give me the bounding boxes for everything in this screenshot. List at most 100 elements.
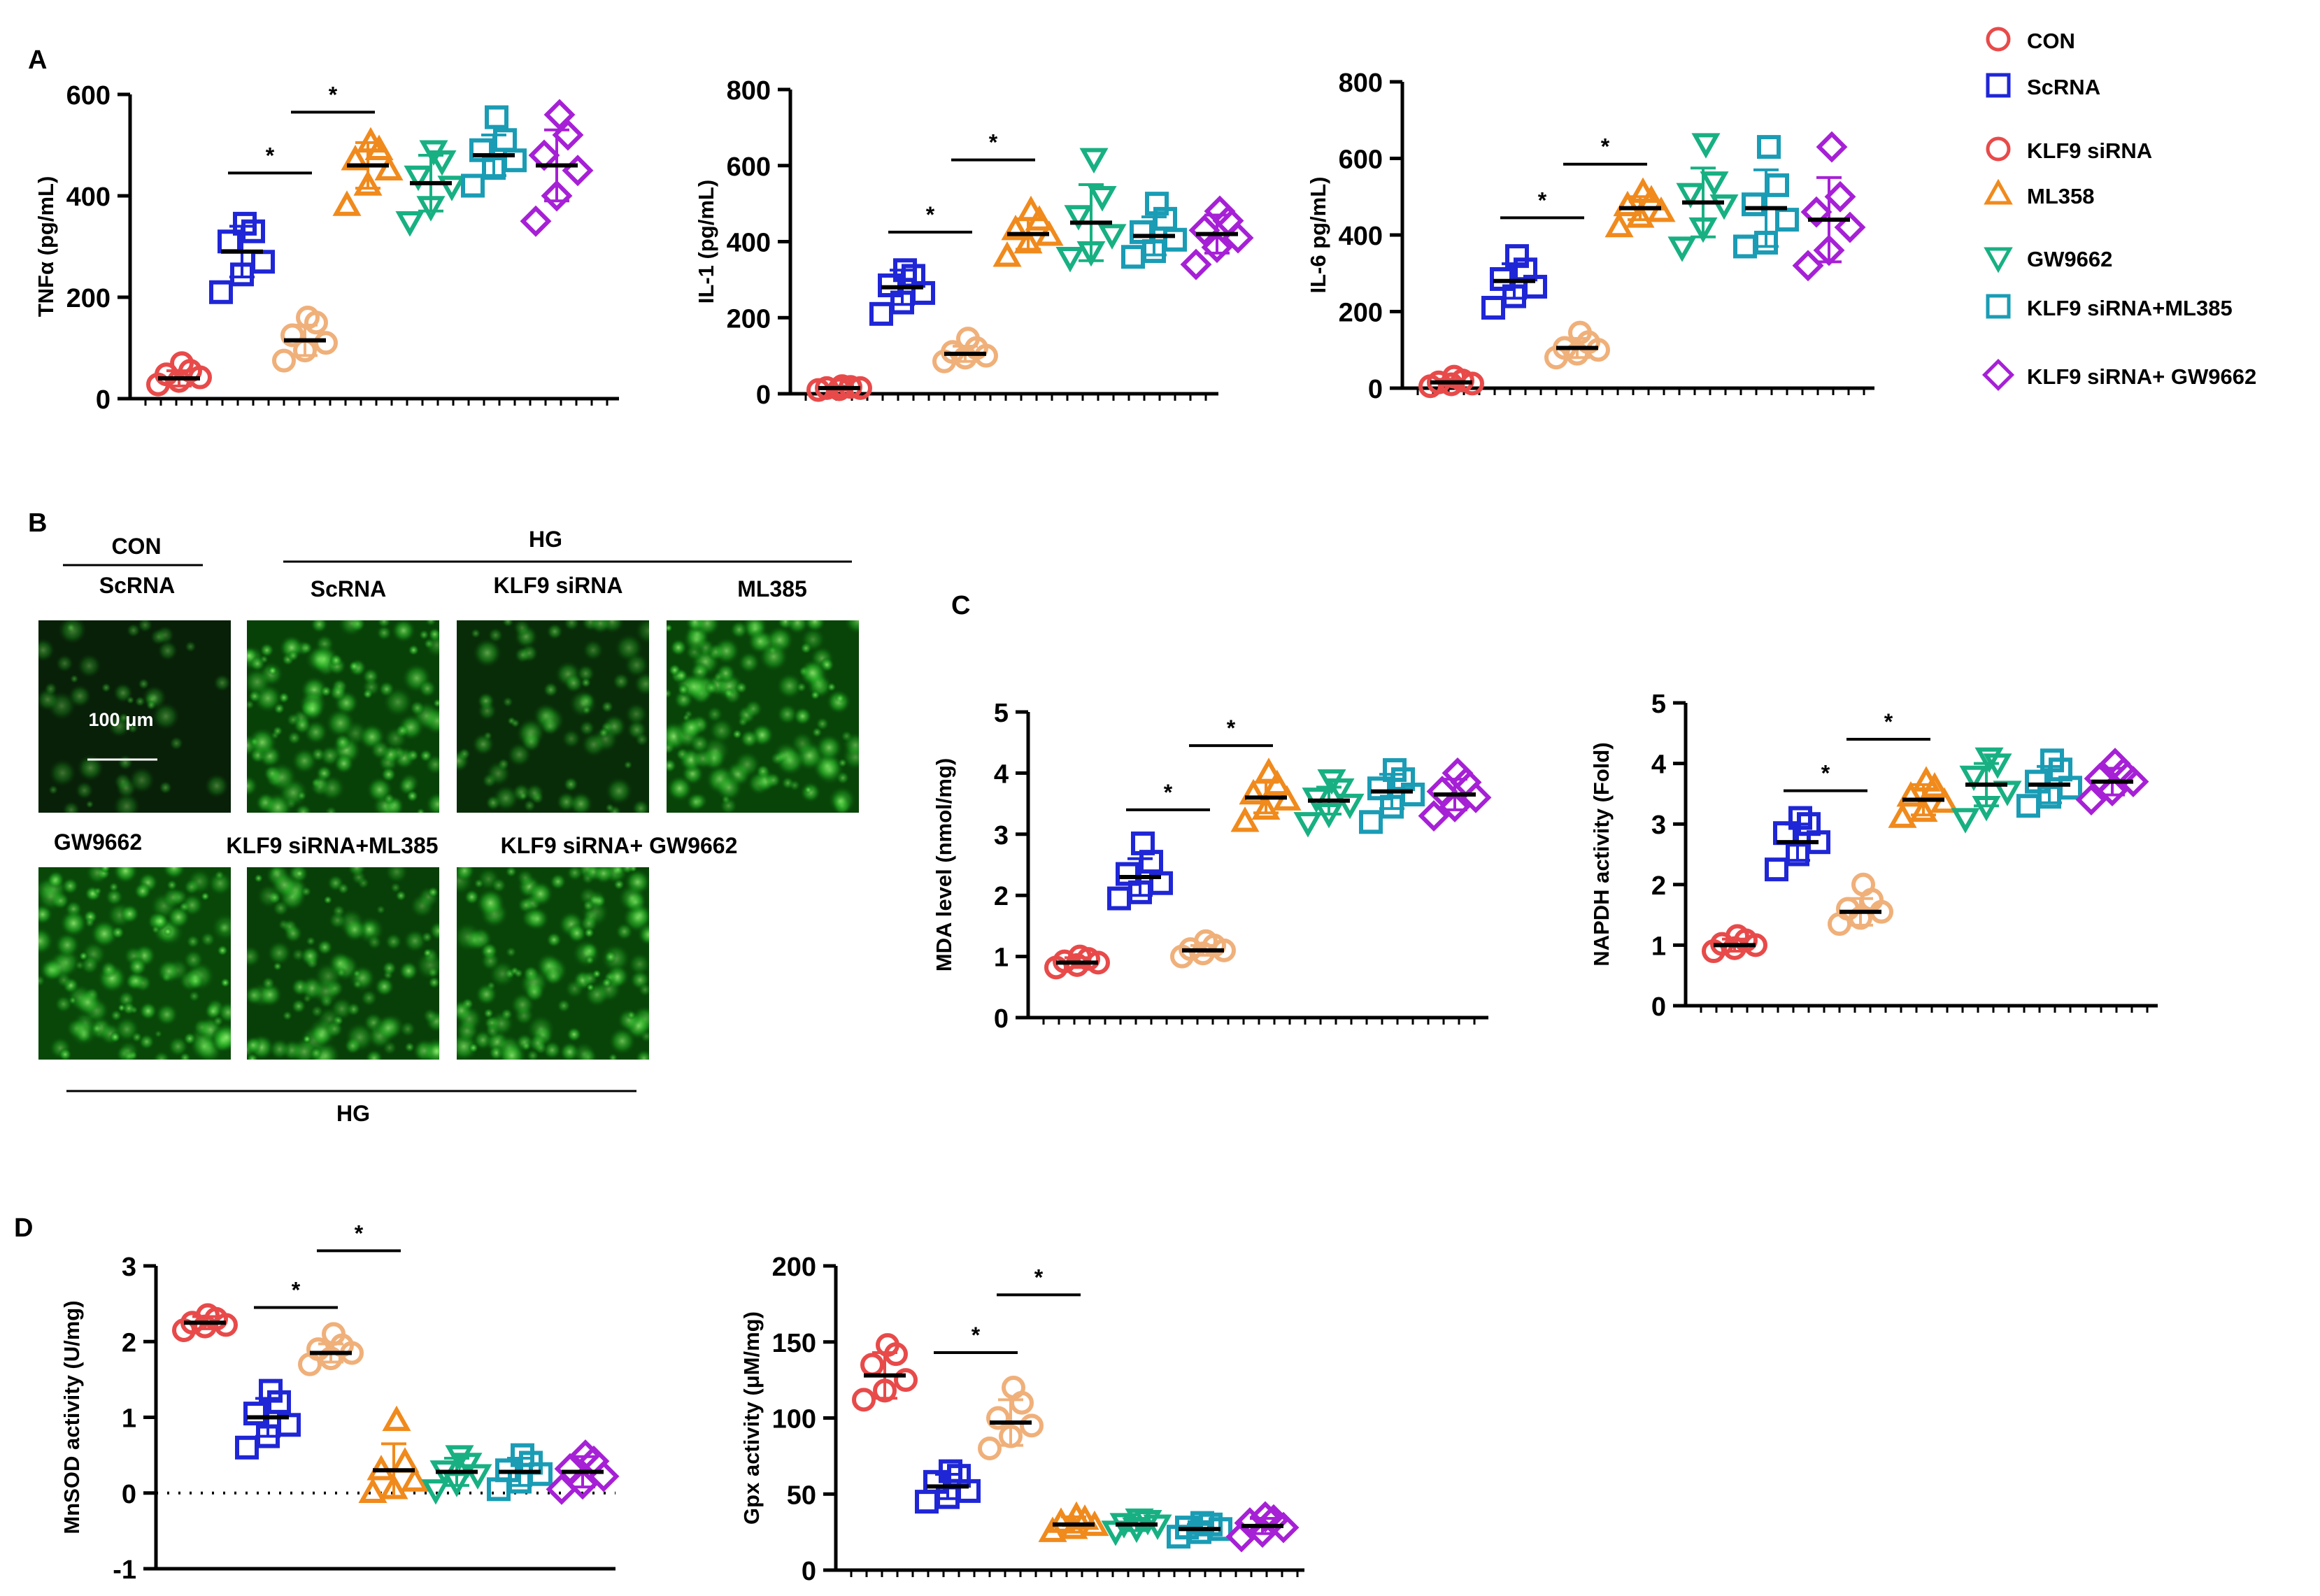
cell-blob [429,921,439,941]
data-point [1249,1501,1281,1533]
cell-blob [620,867,634,875]
cell-blob [185,934,201,949]
panel-label-a: A [28,45,47,75]
cell-blob [152,1050,171,1060]
cell-blob [815,716,830,731]
y-tick-label: 3 [122,1253,136,1282]
cell-blob [213,674,231,692]
cell-blob [157,640,178,662]
group-2 [272,306,338,373]
data-point [1742,192,1765,217]
cell-blob [502,696,514,708]
cell-blob [580,677,592,688]
cell-blob [834,693,846,704]
group-4 [1101,1508,1172,1546]
data-point [235,1435,259,1460]
data-point [1951,808,1980,834]
data-point [999,1424,1023,1448]
scale-bar-label: 100 μm [88,709,153,730]
data-point [230,262,254,287]
cell-blob [633,671,649,697]
cell-blob [48,758,77,788]
y-tick-label: 1 [122,1404,136,1434]
y-tick-label: -1 [113,1555,136,1585]
y-tick-label: 800 [727,76,771,106]
data-point [1251,794,1281,820]
y-tick-label: 200 [772,1253,816,1282]
cell-blob [122,1001,136,1016]
micrograph-canvas [38,867,231,1060]
data-point [1325,778,1355,804]
cell-blob [627,952,649,976]
cell-blob [360,989,378,1007]
cell-blob [325,708,356,739]
cell-blob [313,962,343,991]
sig-star: * [1884,709,1893,734]
cell-blob [112,792,141,813]
legend-marker [1986,136,2011,162]
data-point [1116,862,1139,886]
cell-blob [167,1035,189,1057]
cell-blob [585,889,608,911]
group-4 [1951,747,2022,834]
cell-blob [638,982,649,997]
cell-blob [471,732,495,756]
cell-blob [477,701,497,721]
cell-blob [427,886,439,898]
data-point [2084,762,2116,795]
cell-blob [292,715,312,735]
data-point [528,139,560,171]
sig-star: * [355,1220,364,1246]
data-point [1107,886,1131,911]
data-point [860,1353,884,1377]
data-point [322,1322,346,1346]
data-point [1709,194,1739,220]
cell-blob [110,1009,122,1022]
cell-blob [376,620,392,629]
cell-blob [741,620,769,639]
cell-blob [43,682,58,696]
cell-blob [604,950,618,964]
cell-blob [247,1036,262,1055]
micrograph-con-scrna: 100 μm [38,620,231,813]
cell-blob [844,620,859,635]
cell-blob [113,683,134,704]
panel-label-d: D [14,1213,33,1243]
micrograph-canvas [457,620,649,813]
header-con: CON [111,534,161,559]
cell-blob [543,967,563,986]
data-point [1314,803,1344,829]
cell-blob [113,1016,140,1043]
cell-blob [800,627,826,653]
y-tick-label: 3 [1651,811,1666,840]
cell-blob [154,1029,163,1039]
cell-blob [733,750,761,778]
data-point [1317,769,1346,795]
data-point [416,196,446,222]
cell-blob [134,696,146,707]
cell-blob [406,790,419,803]
cell-blob [158,781,173,795]
cell-blob [475,983,499,1006]
cell-blob [488,1011,515,1036]
cell-blob [93,886,103,896]
cell-blob [830,792,850,811]
cell-blob [295,869,304,878]
cell-blob [247,667,272,697]
cell-blob [719,796,738,813]
cell-blob [73,988,103,1017]
cell-blob [409,892,435,919]
cell-blob [739,729,760,749]
data-point [1688,217,1718,243]
cell-blob [758,641,789,672]
cell-blob [334,733,352,751]
cell-blob [425,620,437,627]
cell-blob [138,1002,158,1021]
cell-blob [376,904,386,915]
cell-blob [605,803,615,813]
legend-label: KLF9 siRNA [2027,138,2152,163]
cell-blob [323,895,333,905]
data-point [1888,802,1917,828]
cell-blob [55,654,74,673]
sig-star: * [1164,780,1173,805]
